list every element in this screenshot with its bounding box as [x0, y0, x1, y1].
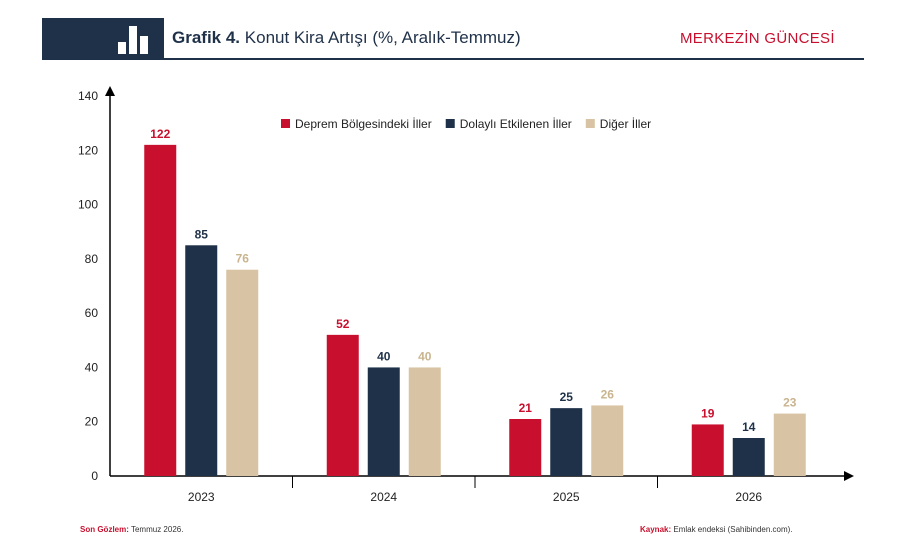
data-label: 122: [150, 127, 170, 141]
y-axis-arrow: [105, 86, 115, 96]
bar: [550, 408, 583, 476]
footer-last-observation-label: Son Gözlem:: [80, 525, 129, 534]
legend-swatch: [445, 119, 455, 128]
y-tick-label: 80: [85, 252, 99, 266]
bar: [408, 367, 441, 476]
data-label: 21: [519, 401, 533, 415]
y-tick-label: 120: [78, 143, 98, 157]
x-tick-label: 2026: [735, 490, 762, 504]
y-tick-label: 40: [85, 360, 99, 374]
bar: [326, 334, 359, 476]
data-label: 85: [195, 227, 209, 241]
data-label: 40: [418, 349, 432, 363]
data-label: 19: [701, 406, 715, 420]
bar: [144, 144, 177, 476]
chart-title-number: Grafik 4.: [172, 28, 241, 47]
bar: [773, 413, 806, 476]
legend-entry: Diğer İller: [600, 117, 651, 131]
header-rule: [164, 58, 864, 60]
x-tick-label: 2023: [188, 490, 215, 504]
brand-label: MERKEZİN GÜNCESİ: [680, 30, 835, 47]
x-tick-label: 2025: [553, 490, 580, 504]
x-axis-arrow: [844, 471, 854, 481]
y-tick-label: 100: [78, 198, 98, 212]
data-label: 23: [783, 396, 797, 410]
chart-title-text: Konut Kira Artışı (%, Aralık-Temmuz): [244, 28, 521, 47]
bar-chart-icon: [118, 26, 148, 54]
x-tick-label: 2024: [370, 490, 397, 504]
data-label: 14: [742, 420, 756, 434]
data-label: 25: [560, 390, 574, 404]
footer-source-value: Emlak endeksi (Sahibinden.com).: [673, 525, 793, 534]
footer-source-label: Kaynak:: [640, 525, 672, 534]
bar: [367, 367, 400, 476]
footer-last-observation-value: Temmuz 2026.: [130, 525, 184, 534]
bar: [591, 405, 624, 476]
legend-entry: Deprem Bölgesindeki İller: [295, 117, 432, 131]
data-label: 26: [601, 387, 615, 401]
chart-title: Grafik 4. Konut Kira Artışı (%, Aralık-T…: [172, 28, 521, 48]
data-label: 52: [336, 317, 350, 331]
y-tick-label: 0: [91, 469, 98, 483]
chart: 0 20 40 60 80 100 120 140 2023 122 85 76 2024 52 40 40 2…: [78, 86, 854, 504]
footer-last-observation: Son Gözlem: Temmuz 2026.: [80, 525, 183, 534]
legend-entry: Dolaylı Etkilenen İller: [460, 117, 572, 131]
bar: [185, 245, 218, 476]
bar: [732, 438, 765, 476]
data-label: 76: [236, 252, 250, 266]
bar: [509, 419, 542, 476]
bar: [691, 424, 724, 476]
y-tick-label: 140: [78, 89, 98, 103]
legend-swatch: [585, 119, 595, 128]
y-tick-label: 60: [85, 306, 99, 320]
data-label: 40: [377, 349, 391, 363]
footer-source: Kaynak: Emlak endeksi (Sahibinden.com).: [640, 525, 793, 534]
bar: [226, 269, 259, 476]
legend-swatch: [281, 119, 290, 128]
y-tick-label: 20: [85, 415, 99, 429]
